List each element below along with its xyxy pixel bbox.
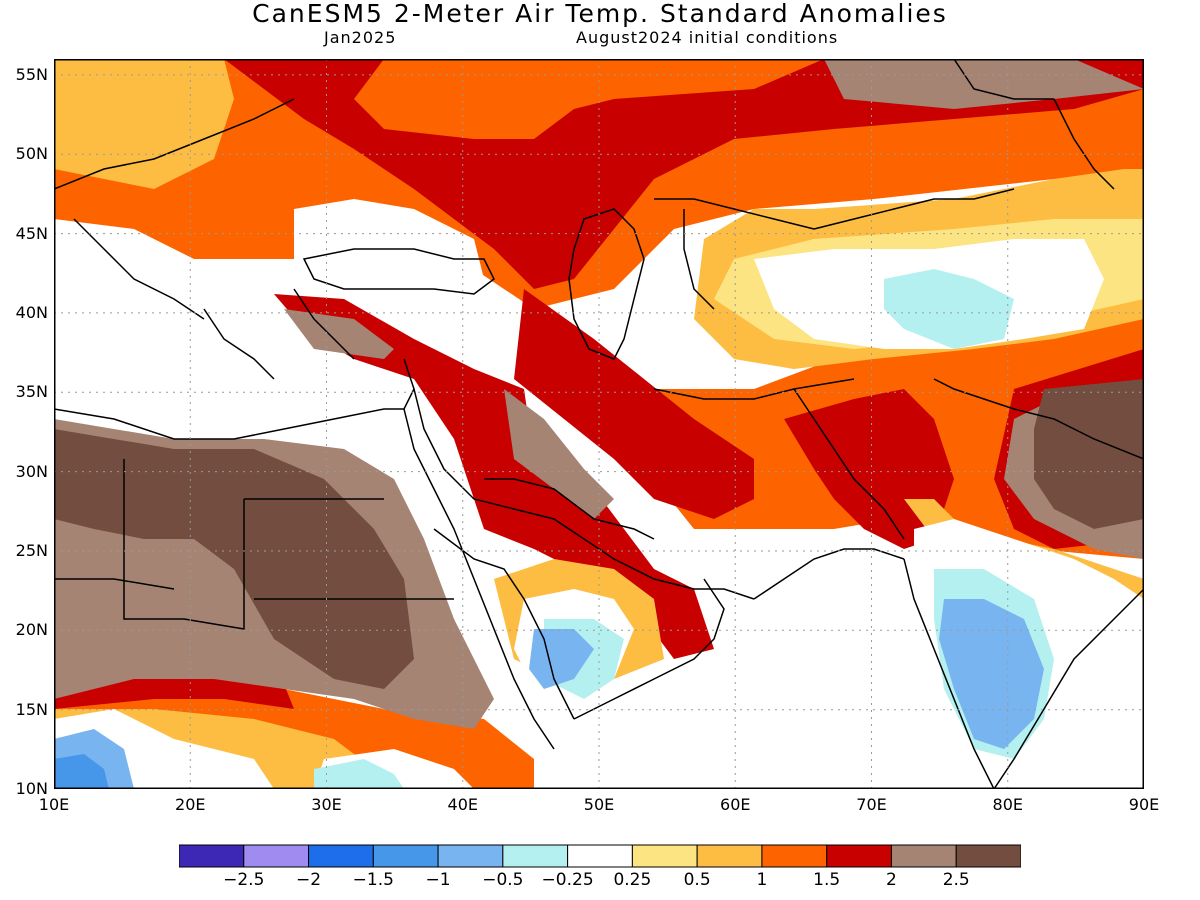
legend-label: −1.5 — [352, 870, 394, 890]
legend-label: 2.5 — [942, 870, 970, 890]
lat-label-35n: 35N — [15, 382, 48, 402]
map-frame — [54, 59, 1144, 789]
lat-label-50n: 50N — [15, 144, 48, 164]
legend-label: −1 — [425, 870, 451, 890]
legend-swatch — [243, 844, 310, 868]
legend-label: 0.25 — [613, 870, 652, 890]
lat-label-15n: 15N — [15, 699, 48, 719]
lat-label-20n: 20N — [15, 620, 48, 640]
legend-label: 1 — [756, 870, 768, 890]
lon-label-40e: 40E — [447, 795, 478, 814]
lon-label-70e: 70E — [856, 795, 887, 814]
legend-swatch — [826, 844, 892, 868]
lon-label-50e: 50E — [583, 795, 615, 814]
lon-label-30e: 30E — [311, 795, 342, 814]
legend-swatch — [696, 844, 763, 868]
legend-label: −0.25 — [541, 870, 594, 890]
lat-label-25n: 25N — [15, 540, 48, 560]
anomaly-field-negative — [54, 269, 1054, 789]
color-legend — [179, 844, 1021, 868]
legend-swatch — [890, 844, 957, 868]
legend-swatch — [955, 844, 1021, 868]
legend-swatch — [567, 844, 633, 868]
legend-label: −0.5 — [482, 870, 524, 890]
legend-label: 0.5 — [683, 870, 711, 890]
map-title: CanESM5 2-Meter Air Temp. Standard Anoma… — [252, 0, 948, 28]
lat-label-55n: 55N — [15, 64, 48, 84]
lat-label-40n: 40N — [15, 302, 48, 322]
legend-swatch — [179, 844, 245, 868]
lat-label-30n: 30N — [15, 461, 48, 481]
lat-label-10n: 10N — [15, 779, 48, 798]
legend-swatch — [437, 844, 504, 868]
anomaly-field-dark-brown — [54, 379, 1144, 689]
legend-label: 2 — [886, 870, 897, 890]
lon-label-80e: 80E — [992, 795, 1023, 814]
init-conditions-label: August2024 initial conditions — [576, 28, 839, 47]
lon-label-20e: 20E — [175, 795, 206, 814]
legend-swatch — [502, 844, 569, 868]
legend-swatch — [761, 844, 828, 868]
legend-swatch — [372, 844, 439, 868]
legend-label: −2.5 — [223, 870, 265, 890]
lat-label-45n: 45N — [15, 223, 48, 243]
lon-label-60e: 60E — [720, 795, 751, 814]
lon-label-90e: 90E — [1128, 795, 1160, 814]
coastlines — [54, 59, 1144, 789]
gridlines — [54, 59, 1144, 789]
map-canvas — [54, 59, 1144, 789]
legend-swatch — [308, 844, 374, 868]
legend-label: 1.5 — [813, 870, 841, 890]
anomaly-map — [54, 59, 1144, 789]
valid-month-label: Jan2025 — [324, 28, 397, 47]
legend-label: −2 — [296, 870, 322, 890]
lon-label-10e: 10E — [38, 795, 70, 814]
legend-swatch — [631, 844, 698, 868]
